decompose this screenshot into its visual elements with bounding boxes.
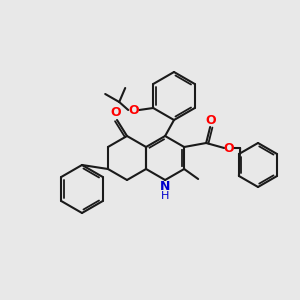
Text: O: O: [128, 104, 139, 118]
Text: O: O: [224, 142, 235, 155]
Text: N: N: [160, 181, 170, 194]
Text: O: O: [111, 106, 121, 119]
Text: O: O: [206, 113, 217, 127]
Text: H: H: [161, 191, 169, 201]
